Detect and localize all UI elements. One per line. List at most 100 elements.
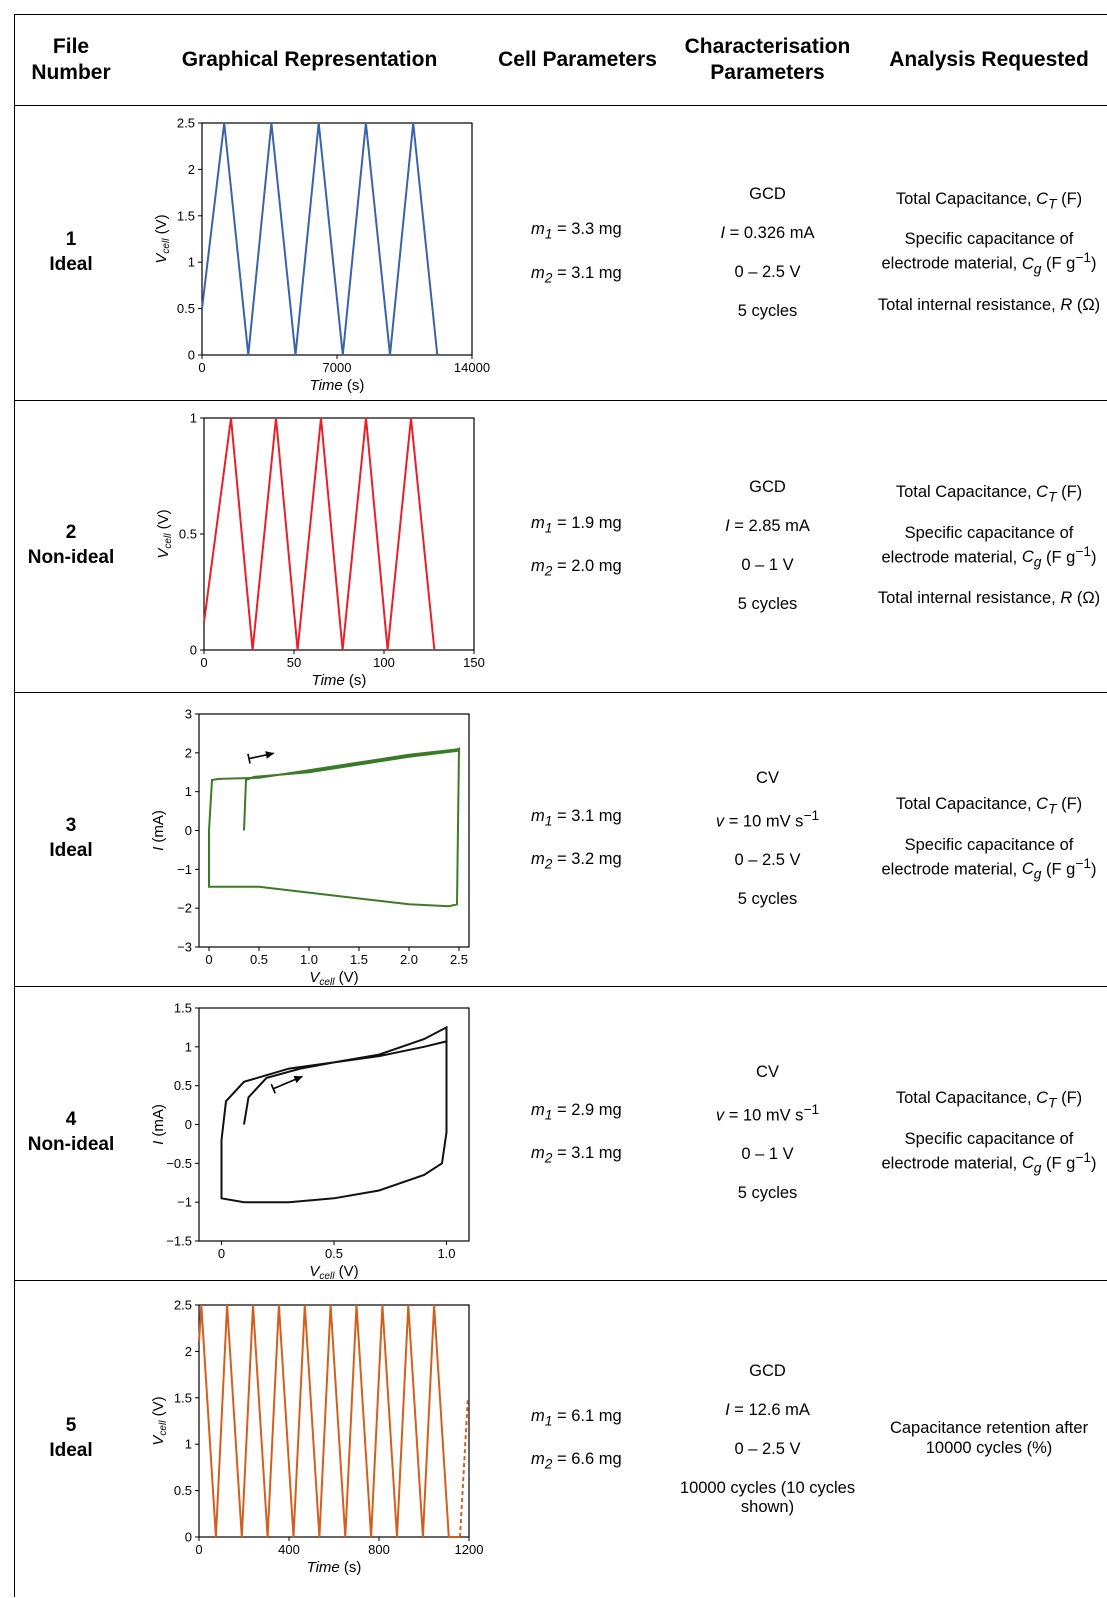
row-divider bbox=[15, 1280, 1107, 1281]
y-tick-label: −1 bbox=[177, 862, 192, 877]
analysis-item: Capacitance retention after 10000 cycles… bbox=[889, 1419, 1089, 1457]
chart: 0 7000 14000 0 0.5 1 1.5 2 2.5 Time (s) Vcell (V) bbox=[153, 116, 490, 395]
cell-parameter: m2 = 2.0 mg bbox=[531, 557, 622, 579]
x-tick-label: 400 bbox=[278, 1542, 300, 1557]
series-line bbox=[208, 746, 461, 908]
y-tick-label: 0.5 bbox=[177, 301, 195, 316]
y-tick-label: 0 bbox=[185, 823, 192, 838]
y-tick-label: 0 bbox=[185, 1530, 192, 1545]
x-tick-label: 800 bbox=[368, 1542, 390, 1557]
file-label: Ideal bbox=[49, 1440, 93, 1461]
x-tick-label: 0 bbox=[205, 952, 212, 967]
x-tick-label: 0.5 bbox=[325, 1246, 343, 1261]
characterisation-parameter: 5 cycles bbox=[737, 595, 798, 613]
characterisation-parameter: GCD bbox=[749, 1361, 786, 1380]
cell-parameter: m2 = 3.1 mg bbox=[531, 263, 622, 285]
analysis-requested: Total Capacitance, CT (F) Specific capaci… bbox=[875, 400, 1103, 692]
series-line bbox=[198, 1304, 460, 1538]
analysis-item: Total internal resistance, R (Ω) bbox=[877, 589, 1101, 608]
y-tick-label: 0.5 bbox=[179, 527, 197, 542]
file-number: 3 bbox=[65, 815, 77, 837]
file-label: Ideal bbox=[49, 840, 93, 861]
y-tick-label: −3 bbox=[177, 940, 192, 955]
cell-parameters: m1 = 3.1 mg m2 = 3.2 mg bbox=[495, 692, 660, 986]
characterisation-parameter: I = 0.326 mA bbox=[720, 223, 815, 242]
characterisation-parameter: I = 2.85 mA bbox=[725, 517, 810, 535]
characterisation-parameter: 0 – 1 V bbox=[741, 1145, 794, 1164]
x-tick-label: 2.0 bbox=[400, 952, 418, 967]
x-axis-label: Time (s) bbox=[307, 1559, 362, 1576]
cell-parameter: m1 = 3.3 mg bbox=[531, 220, 622, 242]
characterisation-parameter: CV bbox=[756, 1062, 779, 1081]
x-tick-label: 14000 bbox=[454, 360, 490, 375]
cell-parameters: m1 = 1.9 mg m2 = 2.0 mg bbox=[495, 400, 660, 692]
y-tick-label: 0 bbox=[190, 643, 197, 658]
y-tick-label: 0.5 bbox=[174, 1078, 192, 1093]
analysis-item: Specific capacitance of electrode materi… bbox=[881, 230, 1097, 277]
x-axis-label: Time (s) bbox=[312, 672, 367, 689]
y-axis-label: I (mA) bbox=[150, 1104, 167, 1145]
y-tick-label: 2 bbox=[185, 745, 192, 760]
file-number: 4 bbox=[65, 1109, 77, 1131]
scan-arrow-tail bbox=[270, 1083, 276, 1094]
chart: 0 0.5 1.0 −1.5 −1 −0.5 0 0.5 1 1.5 Vcell (V) I (mA) bbox=[150, 1001, 470, 1280]
x-tick-label: 100 bbox=[373, 655, 395, 670]
x-tick-label: 2.5 bbox=[450, 952, 468, 967]
characterisation-parameter: 5 cycles bbox=[737, 301, 798, 320]
analysis-item: Total Capacitance, CT (F) bbox=[895, 189, 1083, 211]
cell-parameter: m2 = 6.6 mg bbox=[531, 1450, 622, 1472]
characterisation-parameters: GCD I = 12.6 mA 0 – 2.5 V 10000 cycles (10 … bbox=[670, 1280, 865, 1598]
characterisation-parameter: GCD bbox=[749, 478, 786, 496]
y-tick-label: 0 bbox=[188, 348, 195, 363]
y-tick-label: −0.5 bbox=[166, 1156, 192, 1171]
y-tick-label: 1.5 bbox=[174, 1001, 192, 1016]
header-characterisation: Characterisation Parameters bbox=[684, 34, 851, 84]
chart: 0 400 800 1200 0 0.5 1 1.5 2 2.5 Time (s) Vcell (V) bbox=[150, 1298, 484, 1577]
cell-parameters: m1 = 6.1 mg m2 = 6.6 mg bbox=[495, 1280, 660, 1598]
characterisation-parameter: 0 – 2.5 V bbox=[734, 262, 801, 281]
analysis-item: Specific capacitance of electrode materi… bbox=[881, 835, 1097, 882]
characterisation-parameter: v = 10 mV s−1 bbox=[715, 807, 820, 831]
file-number: 2 bbox=[65, 522, 77, 544]
cell-parameter: m1 = 6.1 mg bbox=[531, 1406, 622, 1428]
y-tick-label: 1 bbox=[185, 784, 192, 799]
y-tick-label: 1 bbox=[185, 1039, 192, 1054]
characterisation-parameter: 0 – 2.5 V bbox=[734, 851, 801, 870]
characterisation-parameters: CV v = 10 mV s−1 0 – 2.5 V 5 cycles bbox=[670, 692, 865, 986]
x-axis-label: Time (s) bbox=[310, 377, 365, 394]
row-divider bbox=[15, 400, 1107, 401]
x-axis-label: Vcell (V) bbox=[309, 969, 358, 986]
characterisation-parameter: 0 – 1 V bbox=[741, 556, 794, 574]
scan-arrow-head bbox=[265, 751, 274, 759]
characterisation-parameter: v = 10 mV s−1 bbox=[715, 1101, 820, 1125]
cell-parameter: m2 = 3.2 mg bbox=[531, 850, 622, 872]
analysis-requested: Total Capacitance, CT (F) Specific capaci… bbox=[875, 986, 1103, 1280]
file-number-cell: 4 Non-ideal bbox=[15, 986, 127, 1280]
x-tick-label: 1200 bbox=[455, 1542, 484, 1557]
y-axis-label: Vcell (V) bbox=[155, 509, 174, 558]
header-graphical: Graphical Representation bbox=[181, 47, 438, 71]
file-label: Ideal bbox=[49, 253, 93, 275]
cell-parameter: m1 = 2.9 mg bbox=[531, 1100, 622, 1122]
y-tick-label: 1.5 bbox=[177, 208, 195, 223]
analysis-requested: Total Capacitance, CT (F) Specific capaci… bbox=[875, 105, 1103, 400]
cell-parameters: m1 = 3.3 mg m2 = 3.1 mg bbox=[495, 105, 660, 400]
x-tick-label: 1.5 bbox=[350, 952, 368, 967]
x-tick-label: 1.0 bbox=[300, 952, 318, 967]
y-tick-label: 2.5 bbox=[174, 1298, 192, 1313]
cell-parameter: m2 = 3.1 mg bbox=[531, 1144, 622, 1166]
header-divider bbox=[15, 105, 1107, 106]
analysis-item: Total Capacitance, CT (F) bbox=[895, 483, 1083, 505]
y-tick-label: −2 bbox=[177, 901, 192, 916]
series-line bbox=[220, 1025, 448, 1204]
file-label: Non-ideal bbox=[27, 547, 115, 568]
y-tick-label: 2 bbox=[188, 162, 195, 177]
characterisation-parameter: GCD bbox=[749, 184, 786, 203]
file-number-cell: 3 Ideal bbox=[15, 692, 127, 986]
x-axis-label: Vcell (V) bbox=[309, 1263, 358, 1280]
analysis-item: Total internal resistance, R (Ω) bbox=[877, 295, 1101, 314]
x-tick-label: 0 bbox=[218, 1246, 225, 1261]
plot-frame bbox=[201, 122, 473, 356]
cell-parameter: m1 = 1.9 mg bbox=[531, 513, 622, 535]
series-dashed-tail bbox=[459, 1397, 469, 1538]
